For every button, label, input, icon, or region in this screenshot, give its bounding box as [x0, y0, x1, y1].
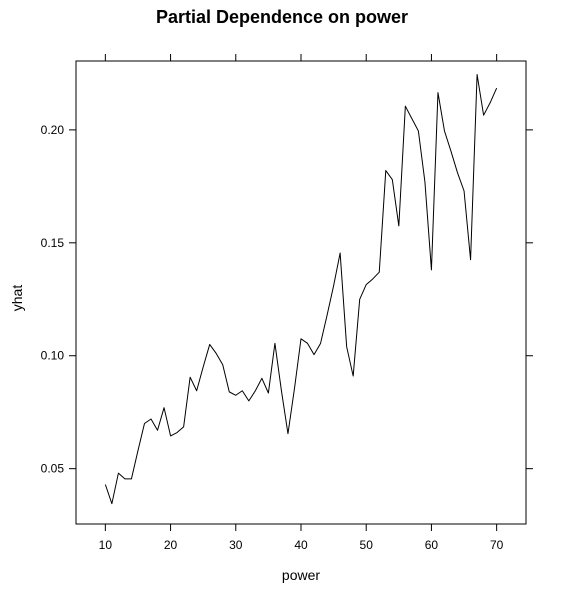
y-axis: 0.05 0.10 0.15 0.20 [41, 123, 533, 476]
x-tick-label: 10 [99, 538, 113, 552]
series-layer [104, 74, 498, 505]
y-tick-label: 0.05 [41, 462, 65, 476]
x-axis-label: power [282, 567, 320, 583]
y-tick-label: 0.20 [41, 123, 65, 137]
x-tick-label: 50 [360, 538, 374, 552]
chart-title: Partial Dependence on power [156, 7, 408, 27]
x-tick-label: 40 [294, 538, 308, 552]
x-tick-label: 30 [229, 538, 243, 552]
y-tick-label: 0.10 [41, 349, 65, 363]
x-tick-label: 70 [490, 538, 504, 552]
x-tick-label: 20 [164, 538, 178, 552]
y-axis-label: yhat [9, 285, 25, 312]
x-axis: 10 20 30 40 50 60 70 [99, 54, 504, 552]
series-line [104, 74, 498, 505]
x-tick-label: 60 [425, 538, 439, 552]
y-tick-label: 0.15 [41, 236, 65, 250]
plot-frame [75, 60, 527, 525]
